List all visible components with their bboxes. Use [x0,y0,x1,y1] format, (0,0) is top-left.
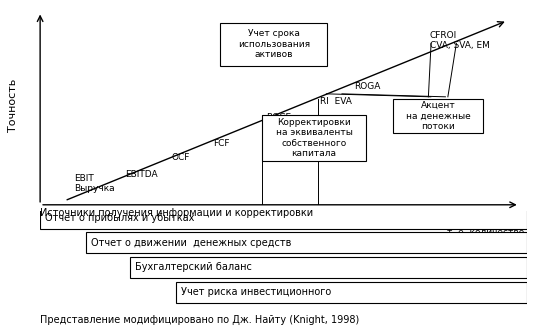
Text: Акцент
на денежные
потоки: Акцент на денежные потоки [406,101,470,131]
Text: Отчет о движении  денежных средств: Отчет о движении денежных средств [91,238,292,248]
Text: ROGA: ROGA [354,82,380,91]
FancyBboxPatch shape [262,115,366,161]
Text: Сложность,
т. е. количество
корректировок: Сложность, т. е. количество корректирово… [447,217,524,248]
Text: Учет срока
использования
активов: Учет срока использования активов [238,29,310,59]
Text: Отчет о прибылях и убытках: Отчет о прибылях и убытках [45,213,194,223]
Text: RI  EVA: RI EVA [320,97,352,106]
FancyBboxPatch shape [40,208,527,228]
Text: Точность: Точность [9,79,18,132]
Text: Бухгалтерский баланс: Бухгалтерский баланс [135,262,252,272]
FancyBboxPatch shape [177,282,527,303]
Text: EBIT
Выручка: EBIT Выручка [74,173,115,193]
Text: Источники получения информации и корректировки: Источники получения информации и коррект… [40,208,314,218]
FancyBboxPatch shape [130,257,527,278]
FancyBboxPatch shape [393,99,483,134]
Text: Представление модифицировано по Дж. Найту (Knight, 1998): Представление модифицировано по Дж. Найт… [40,315,360,325]
Text: Корректировки
на эквиваленты
собственного
капитала: Корректировки на эквиваленты собственног… [276,118,353,158]
FancyBboxPatch shape [86,232,527,253]
FancyBboxPatch shape [220,23,327,66]
Text: Учет риска инвестиционного: Учет риска инвестиционного [181,287,332,297]
Text: ROCE: ROCE [266,113,292,122]
Text: EBITDA: EBITDA [125,170,158,179]
Text: FCF: FCF [213,139,230,148]
Text: OCF: OCF [172,153,190,162]
Text: CFROI
CVA, SVA, EM: CFROI CVA, SVA, EM [430,31,490,50]
Text: ROA  ROE: ROA ROE [276,124,320,133]
